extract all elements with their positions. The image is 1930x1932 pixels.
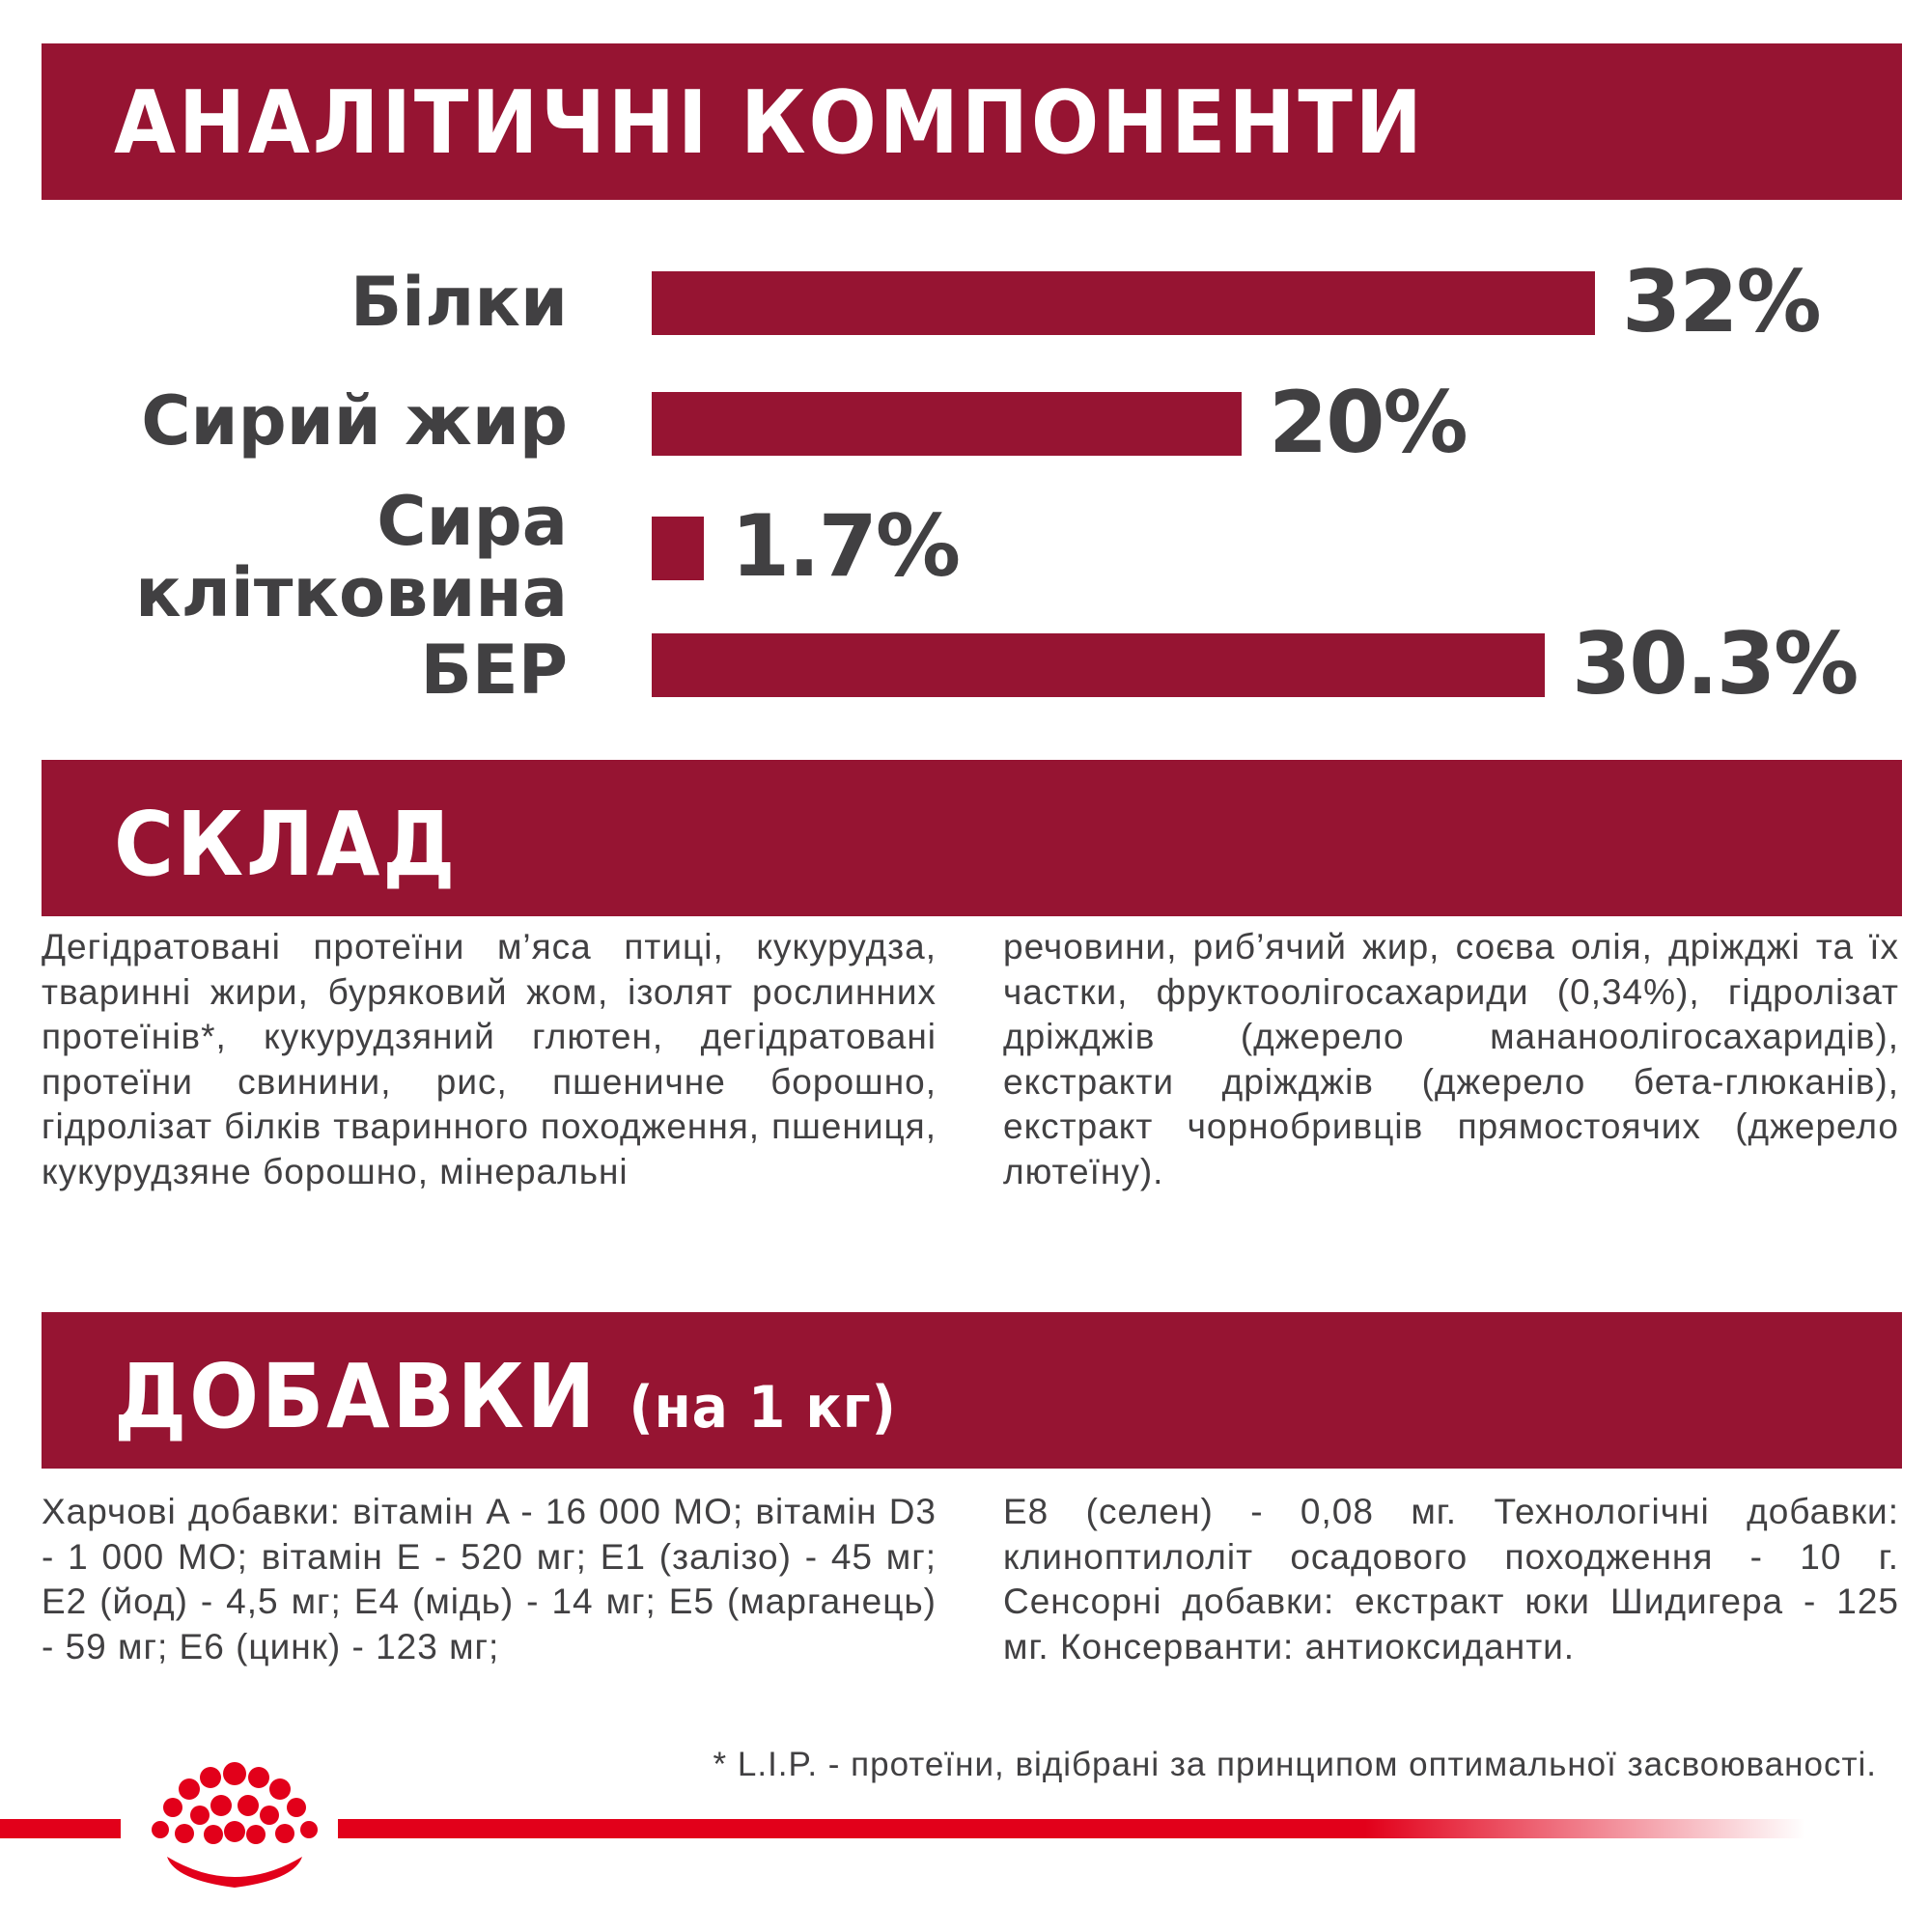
additives-title-wrap: ДОБАВКИ (на 1 кг) bbox=[114, 1345, 897, 1448]
nutrient-value: 1.7% bbox=[731, 496, 961, 596]
nutrient-row-fiber: Сира клітковина 1.7% bbox=[0, 486, 1930, 629]
nutrient-bar bbox=[652, 271, 1595, 335]
nutrient-label: Білки bbox=[350, 263, 568, 342]
nutrient-label: БЕР bbox=[420, 630, 568, 710]
royal-canin-crown-logo-icon bbox=[130, 1752, 328, 1897]
logo-line-left bbox=[0, 1819, 121, 1838]
composition-banner: СКЛАД bbox=[42, 760, 1902, 916]
additives-banner: ДОБАВКИ (на 1 кг) bbox=[42, 1312, 1902, 1469]
nutrient-row-fat: Сирий жир 20% bbox=[0, 373, 1930, 472]
additives-text-col2: E8 (селен) - 0,08 мг. Технологічні добав… bbox=[1003, 1492, 1899, 1666]
additives-text-col1: Харчові добавки: вітамін A - 16 000 МО; … bbox=[42, 1492, 937, 1666]
nutrient-value: 32% bbox=[1622, 252, 1822, 351]
composition-title: СКЛАД bbox=[114, 793, 459, 896]
nutrient-value: 20% bbox=[1269, 373, 1468, 472]
nutrient-row-ber: БЕР 30.3% bbox=[0, 614, 1930, 714]
logo-line-right bbox=[338, 1819, 1805, 1838]
footnote: * L.I.P. - протеїни, відібрані за принци… bbox=[713, 1746, 1877, 1783]
additives-title: ДОБАВКИ bbox=[114, 1345, 599, 1448]
analytics-banner: АНАЛІТИЧНІ КОМПОНЕНТИ bbox=[42, 43, 1902, 200]
composition-text-col2: речовини, риб’ячий жир, соєва олія, дріж… bbox=[1003, 927, 1899, 1191]
nutrient-bar bbox=[652, 633, 1545, 697]
nutrient-label-line1: Сира bbox=[377, 482, 568, 561]
nutrient-label: Сира клітковина bbox=[27, 486, 568, 629]
nutrient-value: 30.3% bbox=[1572, 614, 1859, 714]
nutrient-row-protein: Білки 32% bbox=[0, 252, 1930, 351]
nutrient-label: Сирий жир bbox=[141, 381, 568, 461]
additives-subtitle: (на 1 кг) bbox=[629, 1374, 897, 1442]
analytics-title: АНАЛІТИЧНІ КОМПОНЕНТИ bbox=[114, 72, 1425, 174]
nutrient-bar bbox=[652, 392, 1242, 456]
nutrient-bar bbox=[652, 517, 704, 580]
nutrient-label-line2: клітковина bbox=[135, 553, 568, 632]
composition-text-col1: Дегідратовані протеїни м’яса птиці, куку… bbox=[42, 927, 937, 1191]
